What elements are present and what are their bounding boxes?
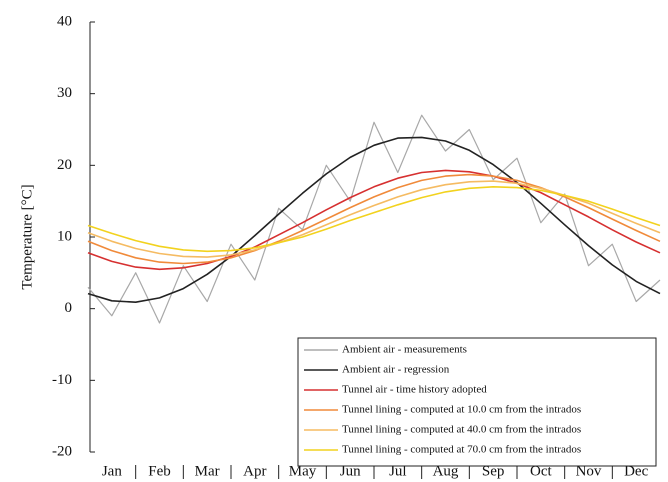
x-tick-label: Oct	[530, 463, 552, 479]
legend-label: Tunnel air - time history adopted	[342, 384, 487, 396]
x-tick-label: Jan	[102, 463, 122, 479]
legend-label: Ambient air - measurements	[342, 344, 467, 356]
y-tick-label: 10	[57, 228, 72, 244]
series-line	[87, 114, 661, 324]
x-tick-label: Jun	[340, 463, 361, 479]
y-tick-label: 0	[65, 300, 73, 316]
x-tick-label: Apr	[243, 463, 266, 479]
y-tick-label: 30	[57, 85, 72, 101]
legend-label: Tunnel lining - computed at 40.0 cm from…	[342, 424, 581, 436]
y-tick-label: 40	[57, 13, 72, 29]
legend-label: Tunnel lining - computed at 70.0 cm from…	[342, 444, 581, 456]
x-tick-label: Sep	[482, 463, 505, 479]
series-line	[87, 169, 661, 271]
y-tick-label: -20	[52, 443, 72, 459]
x-tick-label: Dec	[624, 463, 648, 479]
legend-label: Ambient air - regression	[342, 364, 450, 376]
legend-label: Tunnel lining - computed at 10.0 cm from…	[342, 404, 581, 416]
series-line	[87, 180, 661, 258]
series-line	[87, 173, 661, 265]
x-tick-label: Mar	[195, 463, 220, 479]
x-tick-label: Feb	[148, 463, 171, 479]
legend-box	[297, 337, 657, 467]
x-tick-label: May	[289, 463, 317, 479]
series-line	[87, 136, 661, 303]
series-line	[87, 186, 661, 253]
y-tick-label: -10	[52, 372, 72, 388]
x-tick-label: Jul	[389, 463, 407, 479]
x-tick-label: Aug	[433, 463, 459, 479]
x-tick-label: Nov	[576, 463, 602, 479]
y-axis-label: Temperature [°C]	[19, 184, 35, 289]
y-tick-label: 20	[57, 157, 72, 173]
